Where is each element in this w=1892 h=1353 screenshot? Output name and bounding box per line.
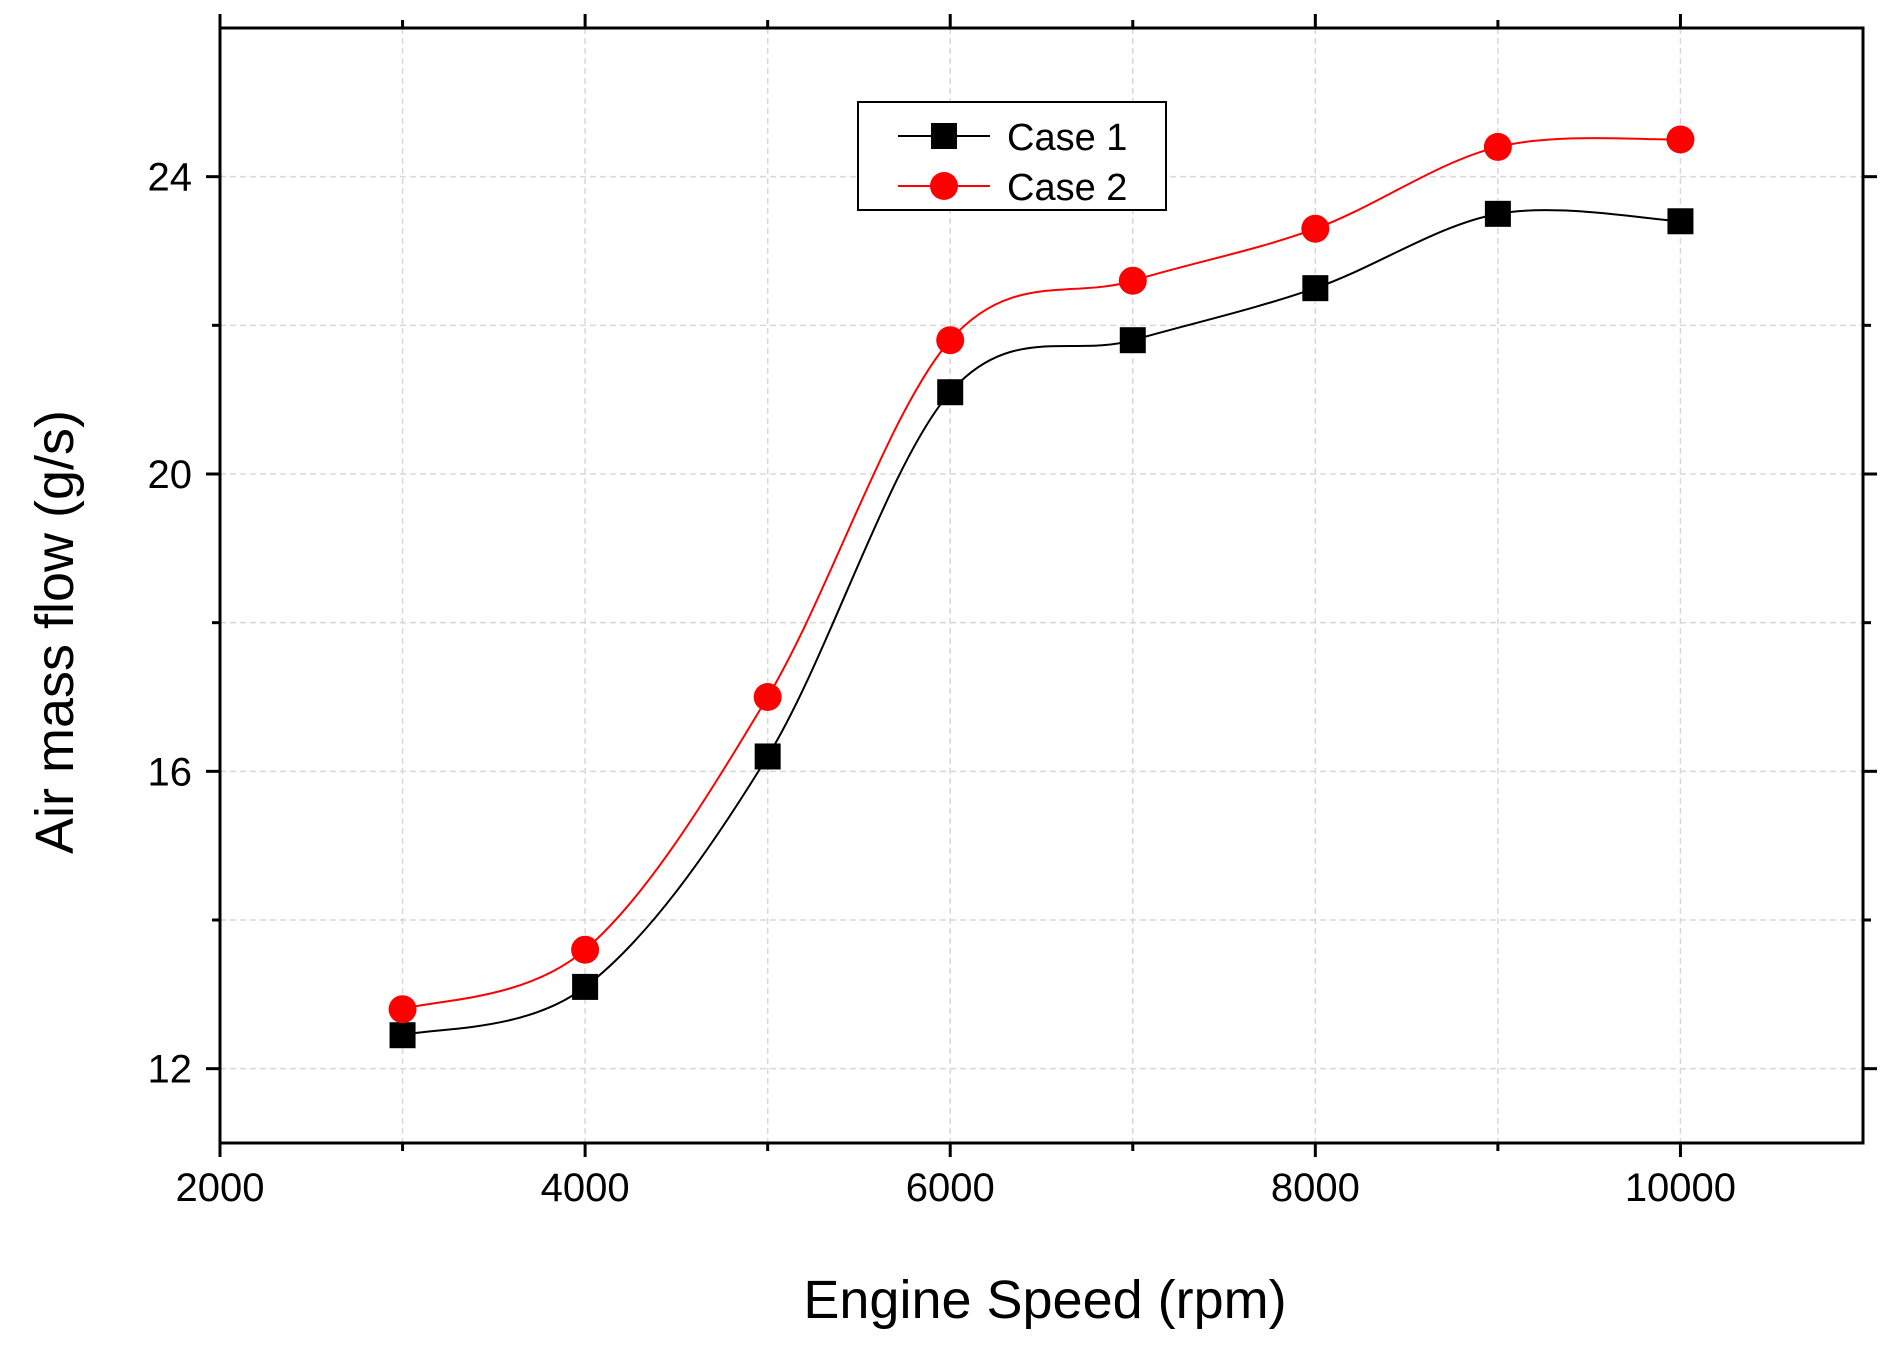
data-point-square	[1119, 327, 1146, 354]
x-tick-label: 4000	[541, 1166, 630, 1210]
series-case-2	[388, 125, 1695, 1024]
data-point-square	[1302, 275, 1329, 302]
data-point-square	[754, 743, 781, 770]
legend-box	[857, 101, 1167, 211]
data-point-circle	[936, 326, 965, 355]
series-layer	[388, 125, 1695, 1049]
legend-circle-marker	[930, 172, 958, 200]
data-point-square	[1667, 208, 1694, 235]
series-line	[402, 137, 1681, 1011]
data-point-circle	[1483, 132, 1512, 161]
legend: Case 1 Case 2	[857, 101, 1167, 211]
x-tick-label: 10000	[1625, 1166, 1736, 1210]
data-point-circle	[1301, 214, 1330, 243]
y-tick-label: 16	[148, 750, 193, 794]
axis-ticks	[206, 14, 1877, 1157]
series-case-1	[389, 200, 1694, 1049]
x-tick-label: 6000	[906, 1166, 995, 1210]
x-axis-title: Engine Speed (rpm)	[803, 1270, 1286, 1330]
data-point-circle	[571, 935, 600, 964]
legend-square-marker	[931, 123, 957, 149]
x-tick-label: 2000	[176, 1166, 265, 1210]
plot-frame	[218, 26, 1865, 1145]
legend-label-case-2: Case 2	[1007, 167, 1127, 209]
data-point-circle	[1666, 125, 1695, 154]
data-point-circle	[1118, 266, 1147, 295]
series-line	[402, 209, 1681, 1037]
data-point-square	[389, 1022, 416, 1049]
data-point-square	[572, 973, 599, 1000]
y-tick-label: 24	[148, 156, 193, 200]
y-tick-label: 12	[148, 1048, 193, 1092]
legend-label-case-1: Case 1	[1007, 117, 1127, 159]
data-point-circle	[388, 995, 417, 1024]
x-tick-labels: 2000 4000 6000 8000 10000	[176, 1166, 1737, 1210]
legend-entry-case-1: Case 1	[898, 117, 1127, 159]
data-point-square	[937, 379, 964, 406]
x-tick-label: 8000	[1271, 1166, 1360, 1210]
y-tick-label: 20	[148, 453, 193, 497]
y-tick-labels: 12 16 20 24	[148, 156, 193, 1092]
data-point-square	[1484, 200, 1511, 227]
y-axis-title: Air mass flow (g/s)	[25, 410, 85, 854]
data-point-circle	[753, 683, 782, 711]
legend-entry-case-2: Case 2	[898, 167, 1127, 209]
